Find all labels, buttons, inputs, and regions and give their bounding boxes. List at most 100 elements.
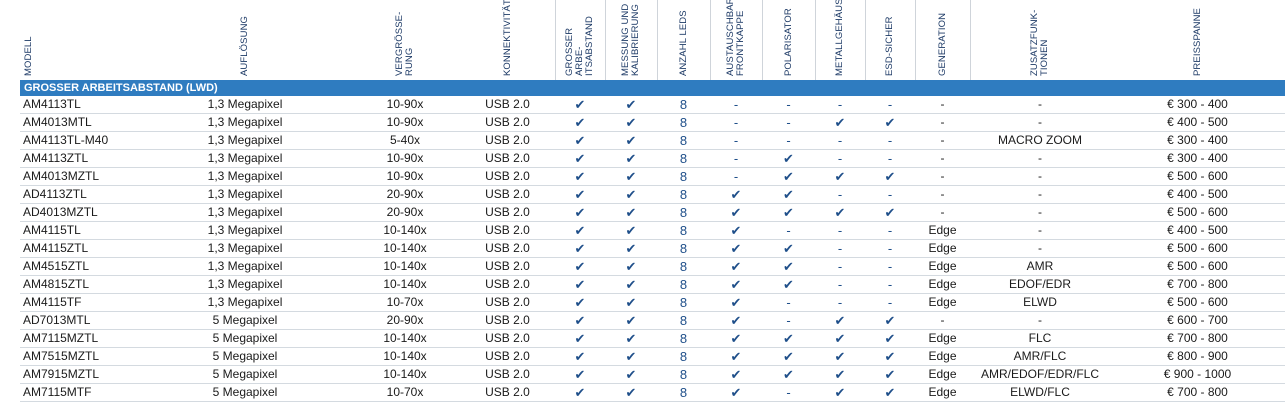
table-cell: ✔ [834,385,846,400]
header-line: TIONEN [1039,39,1050,77]
table-cell: 8 [679,313,688,328]
table-cell: ✔ [574,259,586,274]
table-cell: Edge [928,241,957,255]
table-cell: ✔ [834,115,846,130]
table-cell: AM4115TF [23,295,82,309]
table-cell: 8 [679,187,688,202]
table-cell: - [1038,187,1042,201]
table-cell: AM4113ZTL [23,151,89,165]
table-cell: - [837,223,843,238]
table-cell: 10-70x [386,295,424,309]
table-cell: - [940,115,945,129]
table-cell: AM4115ZTL [23,241,89,255]
table-cell: AD4013MZTL [23,205,98,219]
table-cell: ✔ [884,331,896,346]
table-cell: FLC [1028,331,1052,345]
header-line: KONNEKTIVITÄT [501,0,513,76]
table-cell: ✔ [625,277,637,292]
table-cell: Edge [928,223,957,237]
table-cell: € 300 - 400 [1167,151,1228,165]
table-cell: ✔ [783,259,794,274]
table-cell: ✔ [625,331,637,346]
table-cell: € 500 - 600 [1167,169,1228,183]
table-cell: EDOF/EDR [1008,277,1071,291]
table-cell: 5 Megapixel [212,349,278,363]
table-cell: - [786,313,791,328]
column-divider [605,0,606,80]
table-cell: ✔ [730,331,742,346]
table-cell: AM4013MTL [23,115,92,129]
table-cell: AM7115MTF [23,385,92,399]
table-cell: ✔ [574,97,586,112]
header-text: AUFLÖSUNG [239,2,250,76]
table-cell: 1,3 Megapixel [207,241,283,255]
table-cell: USB 2.0 [485,223,530,237]
table-cell: 10-140x [383,277,427,291]
column-divider [710,0,711,80]
table-cell: - [887,97,893,112]
table-cell: ✔ [574,205,586,220]
table-cell: ✔ [834,169,846,184]
table-cell: - [837,277,843,292]
table-cell: USB 2.0 [485,331,530,345]
table-cell: USB 2.0 [485,367,530,381]
header-text: GENERATION [937,2,948,76]
table-cell: Edge [928,259,957,273]
table-cell: 1,3 Megapixel [207,97,283,111]
header-text: PREISSPANNE [1192,2,1203,76]
table-cell: 8 [679,295,688,310]
table-cell: USB 2.0 [485,349,530,363]
table-cell: AM4515ZTL [23,259,90,273]
column-header: VERGRÖSSE- RUNG [350,2,460,76]
table-cell: 8 [679,115,688,130]
table-cell: 10-140x [383,241,427,255]
column-divider [657,0,658,80]
table-cell: 5 Megapixel [212,331,278,345]
header-line: METALLGEHÄUSE [834,0,845,76]
table-cell: 20-90x [386,187,424,201]
table-cell: 8 [679,259,688,274]
table-row: AM4115TF 1,3 Megapixel 10-70x USB 2.0 ✔ ✔ 8 ✔ - -… [20,294,1285,312]
table-cell: ✔ [625,205,637,220]
table-cell: € 400 - 500 [1167,223,1228,237]
table-cell: - [786,385,791,400]
table-cell: 1,3 Megapixel [207,115,283,129]
table-cell: ✔ [625,223,637,238]
table-row: AM4013MTL 1,3 Megapixel 10-90x USB 2.0 ✔ ✔ 8 - -… [20,114,1285,132]
table-cell: 1,3 Megapixel [207,133,283,147]
table-cell: ✔ [574,385,586,400]
table-cell: - [940,187,945,201]
table-cell: - [786,223,791,238]
header-line: KALIBRIERUNG [630,4,641,76]
table-cell: AMR/FLC [1013,349,1067,363]
table-cell: USB 2.0 [485,277,530,291]
table-cell: Edge [928,331,957,345]
header-text: ZUSATZFUNK- TIONEN [1029,2,1050,77]
table-cell: - [786,115,791,130]
table-cell: - [887,241,893,256]
header-text: ESD-SICHER [884,2,895,76]
table-cell: - [887,133,893,148]
table-cell: Edge [928,277,957,291]
table-cell: AM4815ZTL [23,277,90,291]
table-cell: ✔ [625,97,637,112]
table-cell: - [837,187,843,202]
table-cell: € 700 - 800 [1167,385,1228,399]
table-cell: ✔ [783,349,794,364]
table-cell: - [733,169,739,184]
table-cell: ✔ [730,349,742,364]
table-cell: - [733,97,739,112]
table-cell: ✔ [730,241,742,256]
table-cell: 10-140x [383,223,427,237]
column-header: PREISSPANNE [1110,2,1285,76]
table-cell: - [837,97,843,112]
table-cell: - [1038,241,1042,255]
table-row: AM4815ZTL 1,3 Megapixel 10-140x USB 2.0 ✔ ✔ 8 ✔… [20,276,1285,294]
table-cell: - [786,133,791,148]
table-cell: ✔ [625,259,637,274]
table-cell: € 500 - 600 [1167,259,1228,273]
table-cell: 1,3 Megapixel [207,295,283,309]
table-cell: - [940,133,945,147]
table-cell: ✔ [834,349,846,364]
table-cell: USB 2.0 [485,241,530,255]
